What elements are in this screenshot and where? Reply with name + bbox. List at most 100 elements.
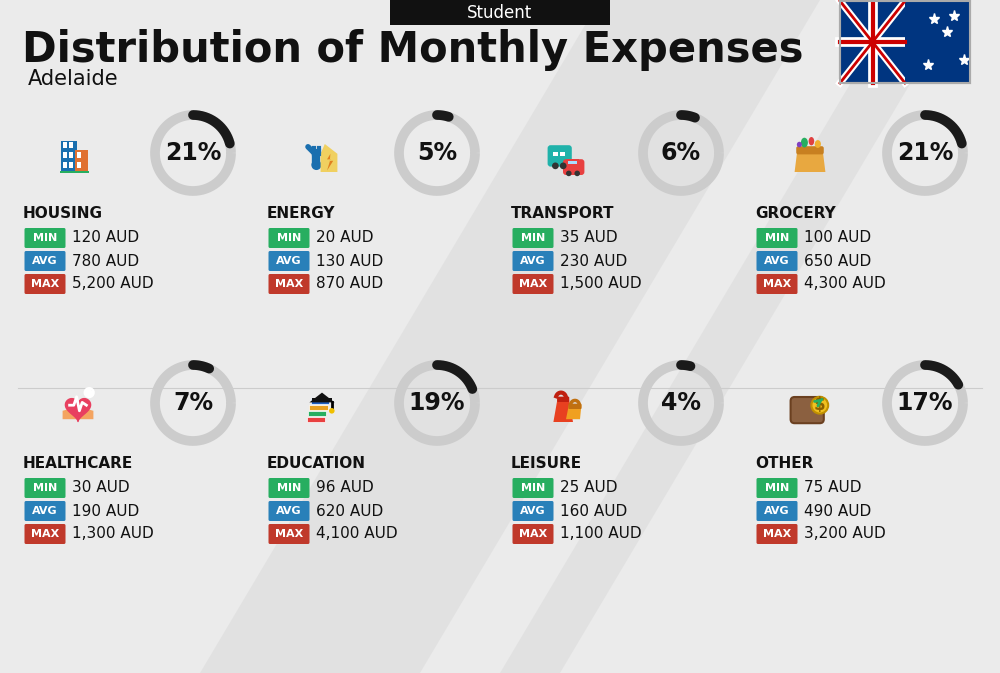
Bar	[69, 142, 73, 148]
Circle shape	[566, 170, 572, 176]
FancyBboxPatch shape	[557, 396, 569, 402]
FancyBboxPatch shape	[24, 501, 66, 521]
Text: EDUCATION: EDUCATION	[267, 456, 366, 470]
Text: MIN: MIN	[277, 483, 301, 493]
Text: 19%: 19%	[409, 391, 465, 415]
Text: MIN: MIN	[765, 483, 789, 493]
Circle shape	[811, 397, 828, 414]
Text: MIN: MIN	[521, 233, 545, 243]
Text: AVG: AVG	[520, 506, 546, 516]
Bar	[560, 151, 565, 155]
Bar	[63, 162, 67, 168]
FancyBboxPatch shape	[512, 524, 554, 544]
FancyBboxPatch shape	[512, 274, 554, 294]
Bar	[567, 160, 579, 165]
Bar	[551, 151, 567, 157]
FancyBboxPatch shape	[268, 501, 310, 521]
Text: 17%: 17%	[897, 391, 953, 415]
FancyBboxPatch shape	[512, 478, 554, 498]
Text: MIN: MIN	[277, 233, 301, 243]
Text: AVG: AVG	[32, 506, 58, 516]
Polygon shape	[553, 398, 573, 422]
Bar	[63, 142, 67, 148]
Bar	[905, 1, 970, 83]
FancyBboxPatch shape	[390, 0, 610, 25]
FancyBboxPatch shape	[757, 524, 798, 544]
Text: 20 AUD: 20 AUD	[316, 230, 374, 246]
FancyBboxPatch shape	[512, 501, 554, 521]
Polygon shape	[500, 0, 960, 673]
Text: MAX: MAX	[31, 279, 59, 289]
Text: AVG: AVG	[764, 506, 790, 516]
Text: MAX: MAX	[31, 529, 59, 539]
Bar	[77, 162, 81, 168]
Bar	[69, 152, 73, 158]
FancyBboxPatch shape	[24, 228, 66, 248]
Text: AVG: AVG	[520, 256, 546, 266]
Ellipse shape	[815, 140, 821, 148]
Text: 100 AUD: 100 AUD	[804, 230, 871, 246]
Bar	[77, 152, 81, 158]
Text: GROCERY: GROCERY	[755, 205, 836, 221]
Text: Adelaide: Adelaide	[28, 69, 119, 89]
Text: MAX: MAX	[519, 529, 547, 539]
Text: AVG: AVG	[32, 256, 58, 266]
FancyBboxPatch shape	[512, 251, 554, 271]
Bar	[311, 398, 329, 404]
Text: MIN: MIN	[33, 233, 57, 243]
Text: MAX: MAX	[275, 529, 303, 539]
Polygon shape	[566, 405, 581, 419]
Text: AVG: AVG	[276, 256, 302, 266]
Text: 120 AUD: 120 AUD	[72, 230, 139, 246]
FancyBboxPatch shape	[268, 274, 310, 294]
Circle shape	[311, 160, 321, 170]
Text: 1,300 AUD: 1,300 AUD	[72, 526, 154, 542]
Circle shape	[574, 170, 580, 176]
FancyBboxPatch shape	[757, 501, 798, 521]
FancyBboxPatch shape	[24, 478, 66, 498]
Circle shape	[329, 408, 335, 414]
Text: 6%: 6%	[661, 141, 701, 165]
Text: 230 AUD: 230 AUD	[560, 254, 627, 269]
Text: 3,200 AUD: 3,200 AUD	[804, 526, 886, 542]
Bar	[60, 170, 89, 174]
Text: $: $	[814, 396, 826, 414]
Polygon shape	[327, 154, 333, 170]
Text: 4%: 4%	[661, 391, 701, 415]
Polygon shape	[63, 408, 93, 419]
Text: 1,500 AUD: 1,500 AUD	[560, 277, 642, 291]
Text: MAX: MAX	[519, 279, 547, 289]
Text: 96 AUD: 96 AUD	[316, 481, 374, 495]
Text: Student: Student	[467, 3, 533, 22]
Text: MIN: MIN	[33, 483, 57, 493]
Bar	[568, 161, 577, 164]
Bar	[312, 398, 332, 402]
Bar	[69, 162, 73, 168]
Bar	[553, 151, 558, 155]
FancyBboxPatch shape	[757, 251, 798, 271]
Polygon shape	[309, 392, 335, 402]
Text: ENERGY: ENERGY	[267, 205, 336, 221]
Polygon shape	[65, 398, 91, 421]
Text: OTHER: OTHER	[755, 456, 813, 470]
Text: HEALTHCARE: HEALTHCARE	[23, 456, 133, 470]
FancyBboxPatch shape	[548, 145, 572, 167]
Bar	[307, 417, 325, 422]
Bar	[75, 149, 88, 172]
Text: MAX: MAX	[763, 279, 791, 289]
Bar	[309, 404, 328, 410]
FancyBboxPatch shape	[757, 274, 798, 294]
Text: LEISURE: LEISURE	[511, 456, 582, 470]
Text: 1,100 AUD: 1,100 AUD	[560, 526, 642, 542]
FancyBboxPatch shape	[796, 146, 824, 154]
Polygon shape	[200, 0, 820, 673]
FancyBboxPatch shape	[563, 160, 584, 175]
FancyBboxPatch shape	[24, 524, 66, 544]
Text: 650 AUD: 650 AUD	[804, 254, 871, 269]
Text: 870 AUD: 870 AUD	[316, 277, 383, 291]
Text: AVG: AVG	[764, 256, 790, 266]
Ellipse shape	[797, 142, 802, 147]
Text: 35 AUD: 35 AUD	[560, 230, 618, 246]
Text: 130 AUD: 130 AUD	[316, 254, 383, 269]
FancyBboxPatch shape	[757, 478, 798, 498]
